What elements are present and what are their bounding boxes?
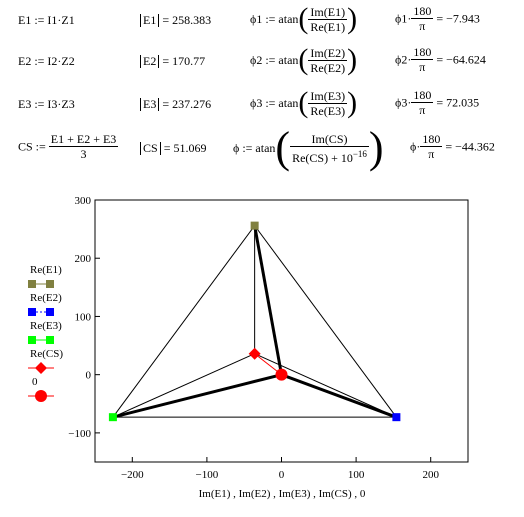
phi1-den: Re(E1)	[310, 19, 346, 34]
marker-e3	[108, 413, 117, 422]
phi2-deg-label: ϕ2·	[395, 52, 412, 67]
x-tick-label: 200	[422, 469, 439, 481]
cs-lhs: CS :=	[18, 139, 46, 154]
y-tick-label: 300	[75, 195, 92, 207]
cs-line	[254, 353, 397, 418]
phi-den-base: Re(CS) + 10	[292, 150, 353, 165]
legend-swatch	[28, 308, 54, 316]
phi1-k: 180	[411, 4, 434, 19]
legend-swatch	[28, 280, 54, 288]
legend-swatch	[28, 336, 54, 344]
y-tick-label: 0	[86, 370, 92, 382]
plot-frame	[94, 199, 469, 463]
e3-abs-value: = 237.276	[162, 97, 212, 111]
legend-label: Re(E2)	[30, 292, 62, 304]
phi3-num: Im(E3)	[308, 88, 348, 104]
legend-label: Re(CS)	[30, 348, 63, 360]
phi2-k: 180	[411, 45, 434, 60]
legend-swatch	[28, 362, 54, 374]
phi2-num: Im(E2)	[308, 45, 348, 61]
x-tick-label: −200	[121, 469, 144, 481]
phi-k: 180	[420, 132, 443, 147]
triangle-edge	[112, 225, 256, 418]
phi2-definition[interactable]: ϕ2 := atan(Im(E2) Re(E2))	[250, 43, 358, 76]
phi-pi: π	[428, 147, 435, 161]
phi-definition[interactable]: ϕ := atan(Im(CS) Re(CS) + 10−16)	[233, 123, 384, 172]
phasor-e1	[253, 225, 283, 375]
phi1-label: ϕ1 := atan	[250, 12, 299, 26]
marker-e2	[392, 413, 401, 422]
phi3-pi: π	[419, 103, 426, 117]
y-tick-label: −100	[68, 428, 91, 440]
phi-den-exp: −16	[352, 148, 367, 159]
e2-definition[interactable]: E2 := I2·Z2	[18, 54, 75, 68]
phi2-den: Re(E2)	[310, 60, 346, 75]
phi2-label: ϕ2 := atan	[250, 53, 299, 67]
triangle-edge	[254, 225, 397, 418]
cs-den: 3	[80, 147, 87, 161]
phi-deg-label: ϕ·	[410, 139, 421, 154]
y-tick-label: 200	[75, 253, 92, 265]
phi2-pi: π	[419, 60, 426, 74]
e1-definition[interactable]: E1 := I1·Z1	[18, 13, 75, 27]
phi2-degrees[interactable]: ϕ2· 180 π = −64.624	[395, 45, 486, 74]
cs-abs: CS	[140, 142, 161, 155]
phi-degrees[interactable]: ϕ· 180 π = −44.362	[410, 132, 495, 161]
e3-magnitude[interactable]: E3 = 237.276	[140, 97, 211, 111]
marker-cs	[248, 347, 261, 360]
phi3-deg-label: ϕ3·	[395, 95, 412, 110]
legend-label: Re(E1)	[30, 264, 62, 276]
x-tick-label: −100	[196, 469, 219, 481]
phi1-pi: π	[419, 19, 426, 33]
phi1-deg-value: = −7.943	[436, 11, 480, 26]
cs-abs-value: = 51.069	[163, 141, 207, 155]
phi3-k: 180	[411, 88, 434, 103]
phasor-plot[interactable]: −100 0 100 200 300 −200 −100 0 100 200 Im(E1) , …	[0, 185, 524, 517]
phi3-den: Re(E3)	[310, 103, 346, 118]
marker-origin	[275, 368, 288, 381]
x-tick-label: 0	[279, 469, 285, 481]
phi1-degrees[interactable]: ϕ1· 180 π = −7.943	[395, 4, 480, 33]
phi1-definition[interactable]: ϕ1 := atan(Im(E1) Re(E1))	[250, 2, 358, 35]
legend-label: Re(E3)	[30, 320, 62, 332]
e3-abs: E3	[140, 98, 160, 111]
phi3-label: ϕ3 := atan	[250, 96, 299, 110]
phi-label: ϕ := atan	[233, 141, 276, 155]
cs-magnitude[interactable]: CS = 51.069	[140, 141, 206, 155]
e2-abs: E2	[140, 55, 160, 68]
marker-e1	[250, 221, 259, 230]
cs-definition[interactable]: CS := E1 + E2 + E3 3	[18, 132, 119, 161]
e3-definition[interactable]: E3 := I3·Z3	[18, 97, 75, 111]
phi3-definition[interactable]: ϕ3 := atan(Im(E3) Re(E3))	[250, 86, 358, 119]
e2-magnitude[interactable]: E2 = 170.77	[140, 54, 205, 68]
e1-abs-value: = 258.383	[162, 13, 212, 27]
phi3-deg-value: = 72.035	[436, 95, 480, 110]
legend-swatch	[28, 390, 54, 402]
x-axis-label: Im(E1) , Im(E2) , Im(E3) , Im(CS) , 0	[199, 488, 366, 500]
cs-line	[112, 353, 255, 418]
phi-deg-value: = −44.362	[445, 139, 495, 154]
e2-abs-value: = 170.77	[162, 54, 206, 68]
y-tick-label: 100	[75, 311, 92, 323]
cs-num: E1 + E2 + E3	[48, 132, 119, 147]
phi3-degrees[interactable]: ϕ3· 180 π = 72.035	[395, 88, 479, 117]
phasor-e3	[112, 373, 282, 419]
phi2-deg-value: = −64.624	[436, 52, 486, 67]
phi-den: Re(CS) + 10−16	[290, 147, 369, 165]
phi-num: Im(CS)	[290, 132, 369, 147]
phi1-deg-label: ϕ1·	[395, 11, 412, 26]
legend-label: 0	[32, 376, 38, 388]
e1-abs: E1	[140, 14, 160, 27]
x-tick-label: 100	[348, 469, 365, 481]
e1-magnitude[interactable]: E1 = 258.383	[140, 13, 211, 27]
phasor-e2	[280, 373, 397, 419]
phi1-num: Im(E1)	[308, 4, 348, 20]
